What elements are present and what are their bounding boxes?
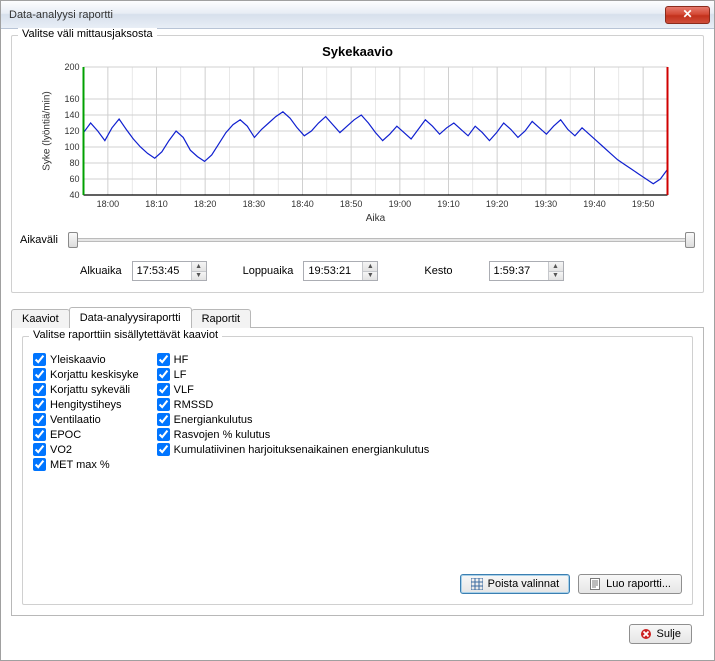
luo-raportti-button[interactable]: Luo raportti... <box>578 574 682 594</box>
aikavali-slider[interactable] <box>68 233 695 247</box>
aikavali-row: Aikaväli <box>20 233 695 247</box>
svg-text:19:50: 19:50 <box>632 199 655 209</box>
titlebar: Data-analyysi raportti ✕ <box>1 1 714 29</box>
window: Data-analyysi raportti ✕ Valitse väli mi… <box>0 0 715 661</box>
report-options-group: Valitse raporttiin sisällytettävät kaavi… <box>22 336 693 605</box>
svg-text:18:00: 18:00 <box>97 199 120 209</box>
checkbox-ventilaatio[interactable]: Ventilaatio <box>33 413 139 426</box>
svg-text:100: 100 <box>64 142 79 152</box>
time-fields-row: Alkuaika ▲▼ Loppuaika ▲▼ Kesto <box>20 261 695 281</box>
svg-text:60: 60 <box>69 174 79 184</box>
checkbox-yleiskaavio[interactable]: Yleiskaavio <box>33 353 139 366</box>
svg-text:18:30: 18:30 <box>243 199 266 209</box>
svg-text:200: 200 <box>64 63 79 72</box>
chart-section: Valitse väli mittausjaksosta Sykekaavio … <box>11 35 704 293</box>
heartrate-chart: 40 60 80 100 120 140 160 200 18:00 18:10 18:20 18:3… <box>20 63 695 223</box>
svg-text:19:10: 19:10 <box>437 199 460 209</box>
checkbox-lf[interactable]: LF <box>157 368 430 381</box>
checkbox-energiankulutus[interactable]: Energiankulutus <box>157 413 430 426</box>
chart-box: Sykekaavio 40 60 80 100 120 140 160 200 18:00 18:… <box>20 44 695 284</box>
checkbox-hf[interactable]: HF <box>157 353 430 366</box>
tabstrip: Kaaviot Data-analyysiraportti Raportit <box>11 307 704 328</box>
tab-data-analyysiraportti[interactable]: Data-analyysiraportti <box>69 307 192 328</box>
svg-text:19:40: 19:40 <box>583 199 606 209</box>
checkbox-korjattu-keskisyke[interactable]: Korjattu keskisyke <box>33 368 139 381</box>
panel-buttons: Poista valinnat Luo raportti... <box>33 562 682 594</box>
loppuaika-label: Loppuaika <box>243 265 294 277</box>
checkbox-kumulatiivinen-harjoituksenaikainen-energiankulutus[interactable]: Kumulatiivinen harjoituksenaikainen ener… <box>157 443 430 456</box>
window-close-button[interactable]: ✕ <box>665 6 710 24</box>
checkbox-vo2[interactable]: VO2 <box>33 443 139 456</box>
window-title: Data-analyysi raportti <box>9 9 665 21</box>
document-icon <box>589 578 601 590</box>
grid-icon <box>471 578 483 590</box>
svg-text:19:20: 19:20 <box>486 199 509 209</box>
report-options-label: Valitse raporttiin sisällytettävät kaavi… <box>29 329 222 341</box>
sulje-button[interactable]: Sulje <box>629 624 692 644</box>
svg-text:18:40: 18:40 <box>291 199 314 209</box>
chart-title: Sykekaavio <box>20 44 695 59</box>
content: Valitse väli mittausjaksosta Sykekaavio … <box>1 29 714 660</box>
checkbox-rmssd[interactable]: RMSSD <box>157 398 430 411</box>
svg-text:Aika: Aika <box>366 213 386 223</box>
svg-text:Syke (lyöntiä/min): Syke (lyöntiä/min) <box>42 91 53 170</box>
spin-down-icon: ▼ <box>192 272 206 281</box>
svg-text:120: 120 <box>64 126 79 136</box>
checkbox-rasvojen-kulutus[interactable]: Rasvojen % kulutus <box>157 428 430 441</box>
close-icon <box>640 628 652 640</box>
svg-text:19:00: 19:00 <box>389 199 412 209</box>
tab-panel: Valitse raporttiin sisällytettävät kaavi… <box>11 327 704 616</box>
svg-text:160: 160 <box>64 94 79 104</box>
tab-raportit[interactable]: Raportit <box>191 309 252 328</box>
checkbox-hengitystiheys[interactable]: Hengitystiheys <box>33 398 139 411</box>
checkbox-epoc[interactable]: EPOC <box>33 428 139 441</box>
alkuaika-label: Alkuaika <box>80 265 122 277</box>
svg-text:40: 40 <box>69 190 79 200</box>
checkbox-korjattu-sykev-li[interactable]: Korjattu sykeväli <box>33 383 139 396</box>
svg-text:80: 80 <box>69 158 79 168</box>
poista-valinnat-button[interactable]: Poista valinnat <box>460 574 571 594</box>
kesto-input[interactable]: ▲▼ <box>489 261 564 281</box>
tab-kaaviot[interactable]: Kaaviot <box>11 309 70 328</box>
aikavali-label: Aikaväli <box>20 234 58 246</box>
svg-text:140: 140 <box>64 110 79 120</box>
spin-up-icon: ▲ <box>192 262 206 272</box>
checkbox-met-max-[interactable]: MET max % <box>33 458 139 471</box>
svg-text:19:30: 19:30 <box>535 199 558 209</box>
loppuaika-input[interactable]: ▲▼ <box>303 261 378 281</box>
svg-text:18:10: 18:10 <box>145 199 168 209</box>
footer: Sulje <box>11 616 704 652</box>
svg-text:18:50: 18:50 <box>340 199 363 209</box>
alkuaika-input[interactable]: ▲▼ <box>132 261 207 281</box>
checkbox-vlf[interactable]: VLF <box>157 383 430 396</box>
chart-section-label: Valitse väli mittausjaksosta <box>18 28 157 40</box>
kesto-label: Kesto <box>424 265 452 277</box>
svg-text:18:20: 18:20 <box>194 199 217 209</box>
checkbox-grid: Yleiskaavio Korjattu keskisyke Korjattu sy… <box>33 353 682 471</box>
